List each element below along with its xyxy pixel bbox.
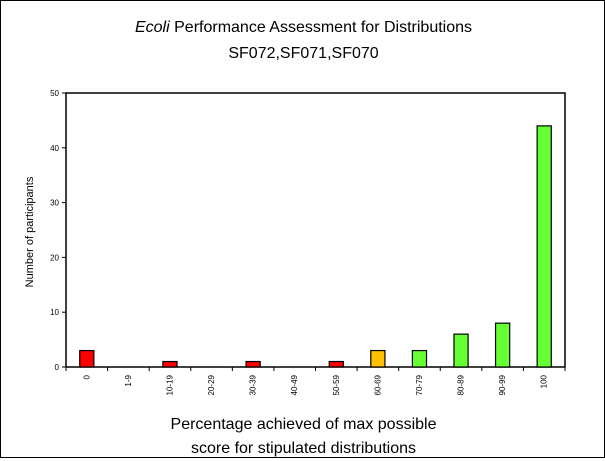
y-axis-label: Number of participants <box>24 176 36 287</box>
bar-0 <box>79 349 95 368</box>
bar-90-99 <box>494 322 511 368</box>
bar-70-79 <box>411 349 428 368</box>
x-tick-label: 100 <box>540 374 549 388</box>
y-tick-label: 50 <box>50 89 59 98</box>
x-tick-label: 70-79 <box>415 374 424 395</box>
x-tick-label: 50-59 <box>332 374 341 395</box>
y-tick-label: 40 <box>50 144 59 153</box>
bar-50-59 <box>328 360 344 368</box>
x-tick-label: 30-39 <box>249 374 258 395</box>
y-tick-label: 30 <box>50 199 59 208</box>
plot-border <box>65 92 566 368</box>
plot-area: 0 10 20 30 40 50 0 1-9 10-19 20-29 30-39 40-49 50-59… <box>50 89 566 395</box>
y-tick-label: 0 <box>55 363 60 372</box>
x-tick-label: 0 <box>82 374 91 379</box>
y-tick-label: 20 <box>50 253 59 262</box>
title-rest: Performance Assessment for Distributions <box>169 19 473 36</box>
x-axis-label: Percentage achieved of max possible scor… <box>1 413 605 461</box>
chart-title: Ecoli Performance Assessment for Distrib… <box>1 15 605 67</box>
chart-subtitle: SF072,SF071,SF070 <box>228 45 379 62</box>
x-tick-label: 80-89 <box>457 374 466 395</box>
bar-10-19 <box>162 360 178 368</box>
title-italic: Ecoli <box>134 19 170 36</box>
x-tick-label: 90-99 <box>498 374 507 395</box>
bar-80-89 <box>453 333 469 368</box>
x-tick-label: 20-29 <box>207 374 216 395</box>
x-tick-label: 10-19 <box>165 374 174 395</box>
x-axis-label-line2: score for stipulated distributions <box>191 440 416 457</box>
y-tick-label: 10 <box>50 308 59 317</box>
bar-60-69 <box>370 349 386 368</box>
bar-100 <box>536 125 552 368</box>
x-axis-label-line1: Percentage achieved of max possible <box>170 416 437 433</box>
x-tick-label: 60-69 <box>373 374 382 395</box>
x-tick-label: 1-9 <box>124 374 133 386</box>
bar-30-39 <box>245 360 261 368</box>
x-tick-label: 40-49 <box>290 374 299 395</box>
